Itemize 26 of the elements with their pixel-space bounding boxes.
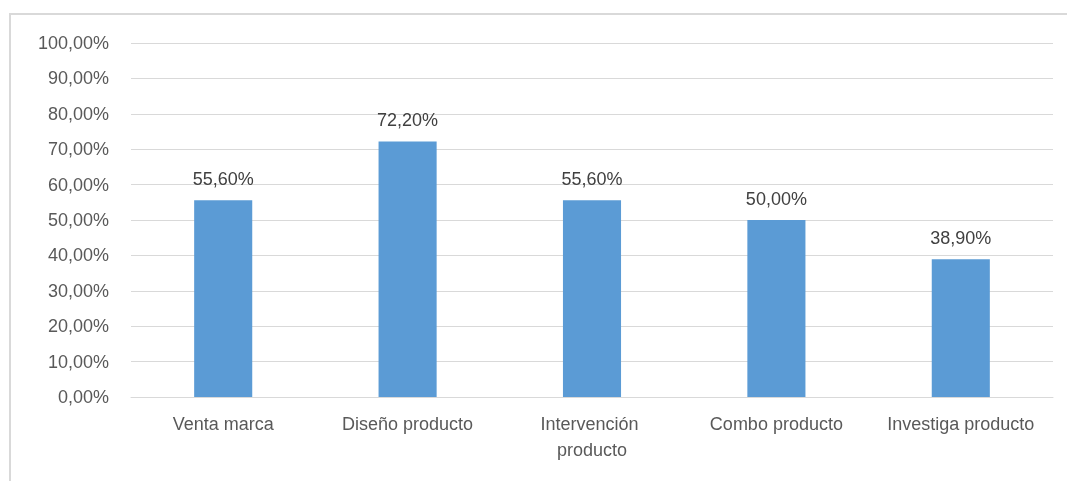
y-tick-label: 10,00% (47, 351, 109, 372)
y-tick-label: 40,00% (47, 245, 109, 266)
y-tick-label: 70,00% (47, 139, 109, 160)
data-label: 55,60% (561, 169, 623, 190)
y-tick-label: 80,00% (47, 103, 109, 124)
x-tick-label: Investiga producto (887, 414, 1035, 434)
bar (931, 259, 990, 397)
y-tick-label: 50,00% (47, 210, 109, 230)
bar (378, 141, 437, 397)
bar (747, 220, 806, 397)
data-label: 55,60% (192, 169, 254, 190)
y-tick-label: 0,00% (57, 387, 109, 407)
bar (562, 200, 622, 397)
bar (194, 200, 253, 397)
x-tick-label: Venta marca (172, 414, 275, 434)
data-label: 72,20% (377, 110, 439, 131)
y-tick-label: 60,00% (47, 174, 109, 195)
x-tick-label: Combo producto (709, 414, 843, 434)
data-label: 50,00% (745, 189, 807, 209)
y-tick-label: 30,00% (47, 280, 109, 301)
data-label: 38,90% (930, 228, 992, 249)
x-tick-label: Diseño producto (342, 414, 474, 434)
y-tick-label: 20,00% (47, 316, 109, 337)
x-tick-label: Intervención producto (540, 414, 644, 460)
y-tick-label: 100,00% (37, 33, 109, 53)
y-tick-label: 90,00% (47, 68, 109, 89)
